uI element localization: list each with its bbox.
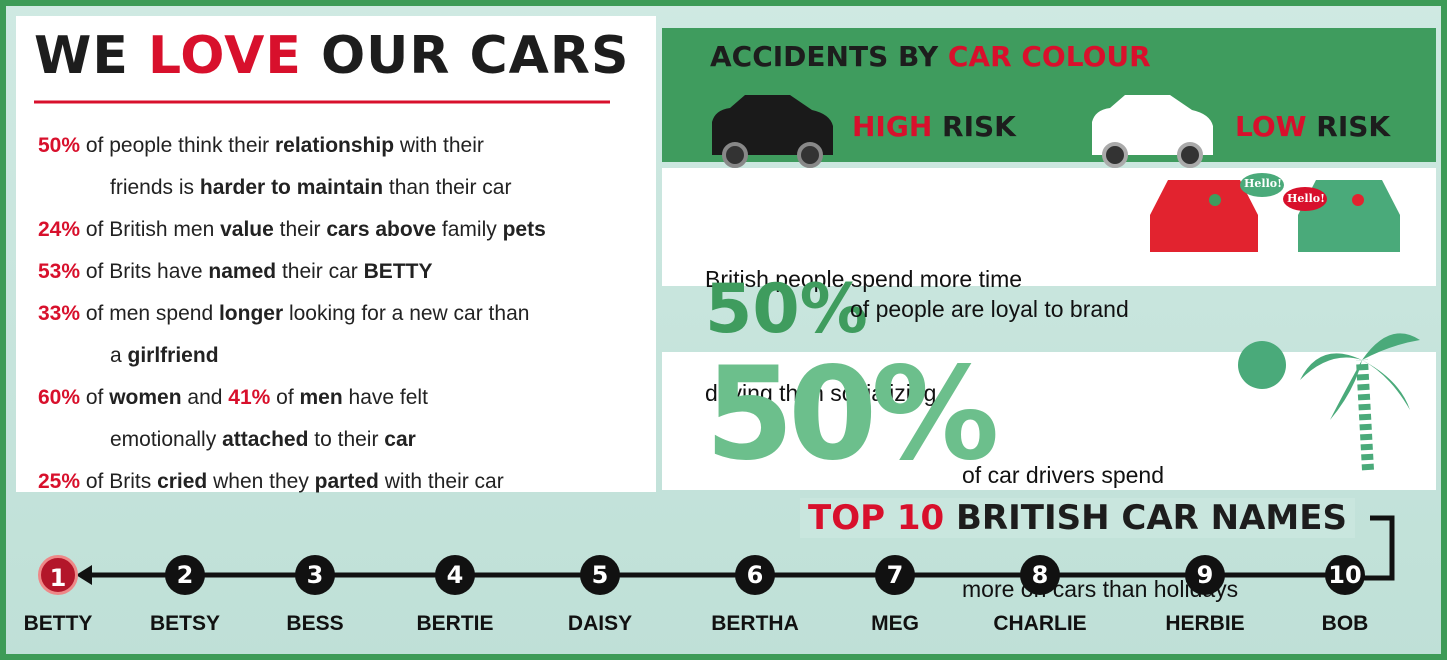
low-risk: LOW RISK — [1235, 110, 1390, 143]
text-segment: looking for a new car than — [283, 302, 529, 325]
stat-line: 50% of people think their relationship w… — [38, 134, 484, 158]
text-segment: of — [270, 386, 299, 409]
text-segment: 33% — [38, 302, 80, 325]
title: WE LOVE OUR CARS — [34, 26, 629, 86]
text-segment: have felt — [343, 386, 428, 409]
text-segment: women — [109, 386, 181, 409]
car-name: BETTY — [0, 612, 128, 636]
text-segment: TOP 10 — [808, 498, 944, 538]
text-segment: their — [274, 218, 327, 241]
text-segment: 25% — [38, 470, 80, 493]
text-segment: than their car — [383, 176, 511, 199]
bubble-text: Hello! — [1287, 192, 1325, 205]
text-segment: BRITISH CAR NAMES — [944, 498, 1347, 538]
text-segment: harder to maintain — [200, 176, 383, 199]
stat-line: 24% of British men value their cars abov… — [38, 218, 546, 242]
text-segment: their car — [276, 260, 364, 283]
text-segment: of men spend — [80, 302, 219, 325]
text-segment: of — [80, 386, 109, 409]
car-name: BERTIE — [385, 612, 525, 636]
car-name: CHARLIE — [970, 612, 1110, 636]
text-segment: when they — [207, 470, 314, 493]
rank-badge: 2 — [165, 555, 205, 595]
text-segment: RISK — [932, 110, 1016, 143]
text-segment: of people think their — [80, 134, 275, 157]
accidents-title: ACCIDENTS BY CAR COLOUR — [710, 40, 1151, 73]
car-name: BESS — [245, 612, 385, 636]
stat-line: 25% of Brits cried when they parted with… — [38, 470, 504, 494]
rank-badge: 10 — [1325, 555, 1365, 595]
stat-line: 53% of Brits have named their car BETTY — [38, 260, 432, 284]
text-segment: men — [300, 386, 343, 409]
car-name: MEG — [825, 612, 965, 636]
car-name: DAISY — [530, 612, 670, 636]
text-segment: 24% — [38, 218, 80, 241]
text-segment: CAR COLOUR — [948, 40, 1151, 73]
text-segment: LOW — [1235, 110, 1307, 143]
text-segment: to their — [308, 428, 384, 451]
text-segment: BETTY — [364, 260, 433, 283]
rank-badge: 8 — [1020, 555, 1060, 595]
stat-line: 33% of men spend longer looking for a ne… — [38, 302, 529, 326]
text-segment: 50% — [38, 134, 80, 157]
rank-badge: 1 — [38, 555, 78, 595]
text-segment: 41% — [228, 386, 270, 409]
car-name: BOB — [1275, 612, 1415, 636]
rank-badge: 6 — [735, 555, 775, 595]
text-segment: RISK — [1307, 110, 1391, 143]
text-segment: longer — [219, 302, 283, 325]
infographic: WE LOVE OUR CARS 50% of people think the… — [0, 0, 1447, 660]
text-segment: of British men — [80, 218, 220, 241]
rank-badge: 4 — [435, 555, 475, 595]
text-segment: OUR CARS — [302, 26, 630, 86]
text-segment: with their car — [379, 470, 504, 493]
text-segment: 53% — [38, 260, 80, 283]
text-segment: emotionally — [110, 428, 222, 451]
text-line: of car drivers spend — [962, 456, 1238, 494]
text-segment: named — [208, 260, 276, 283]
text-segment: car — [384, 428, 416, 451]
loyal-text: of people are loyal to brand — [850, 296, 1129, 323]
text-segment: friends is — [110, 176, 200, 199]
text-segment: and — [182, 386, 229, 409]
loyal-percent: 50% — [705, 270, 868, 349]
text-segment: relationship — [275, 134, 394, 157]
rank-badge: 3 — [295, 555, 335, 595]
rank-badge: 7 — [875, 555, 915, 595]
rank-badge: 5 — [580, 555, 620, 595]
car-name: BERTHA — [685, 612, 825, 636]
car-name: BETSY — [115, 612, 255, 636]
text-segment: girlfriend — [128, 344, 219, 367]
text-segment: of Brits have — [80, 260, 208, 283]
text-segment: ACCIDENTS BY — [710, 40, 948, 73]
text-segment: LOVE — [148, 26, 302, 86]
stat-line: a girlfriend — [110, 344, 219, 368]
text-segment: cars above — [326, 218, 436, 241]
bubble-text: Hello! — [1244, 177, 1282, 190]
text-segment: with their — [394, 134, 484, 157]
text-segment: family — [436, 218, 503, 241]
car-name: HERBIE — [1135, 612, 1275, 636]
text-segment: attached — [222, 428, 308, 451]
rank-badge: 9 — [1185, 555, 1225, 595]
text-segment: of Brits — [80, 470, 157, 493]
text-segment: value — [220, 218, 274, 241]
text-segment: cried — [157, 470, 207, 493]
high-risk: HIGH RISK — [852, 110, 1016, 143]
stat-line: 60% of women and 41% of men have felt — [38, 386, 428, 410]
text-segment: pets — [503, 218, 546, 241]
text-segment: 60% — [38, 386, 80, 409]
stat-line: emotionally attached to their car — [110, 428, 416, 452]
holiday-percent: 50% — [705, 340, 993, 489]
text-segment: HIGH — [852, 110, 932, 143]
text-segment: WE — [34, 26, 148, 86]
text-segment: parted — [315, 470, 379, 493]
top10-title: TOP 10 BRITISH CAR NAMES — [800, 498, 1355, 538]
stat-line: friends is harder to maintain than their… — [110, 176, 511, 200]
text-segment: a — [110, 344, 128, 367]
